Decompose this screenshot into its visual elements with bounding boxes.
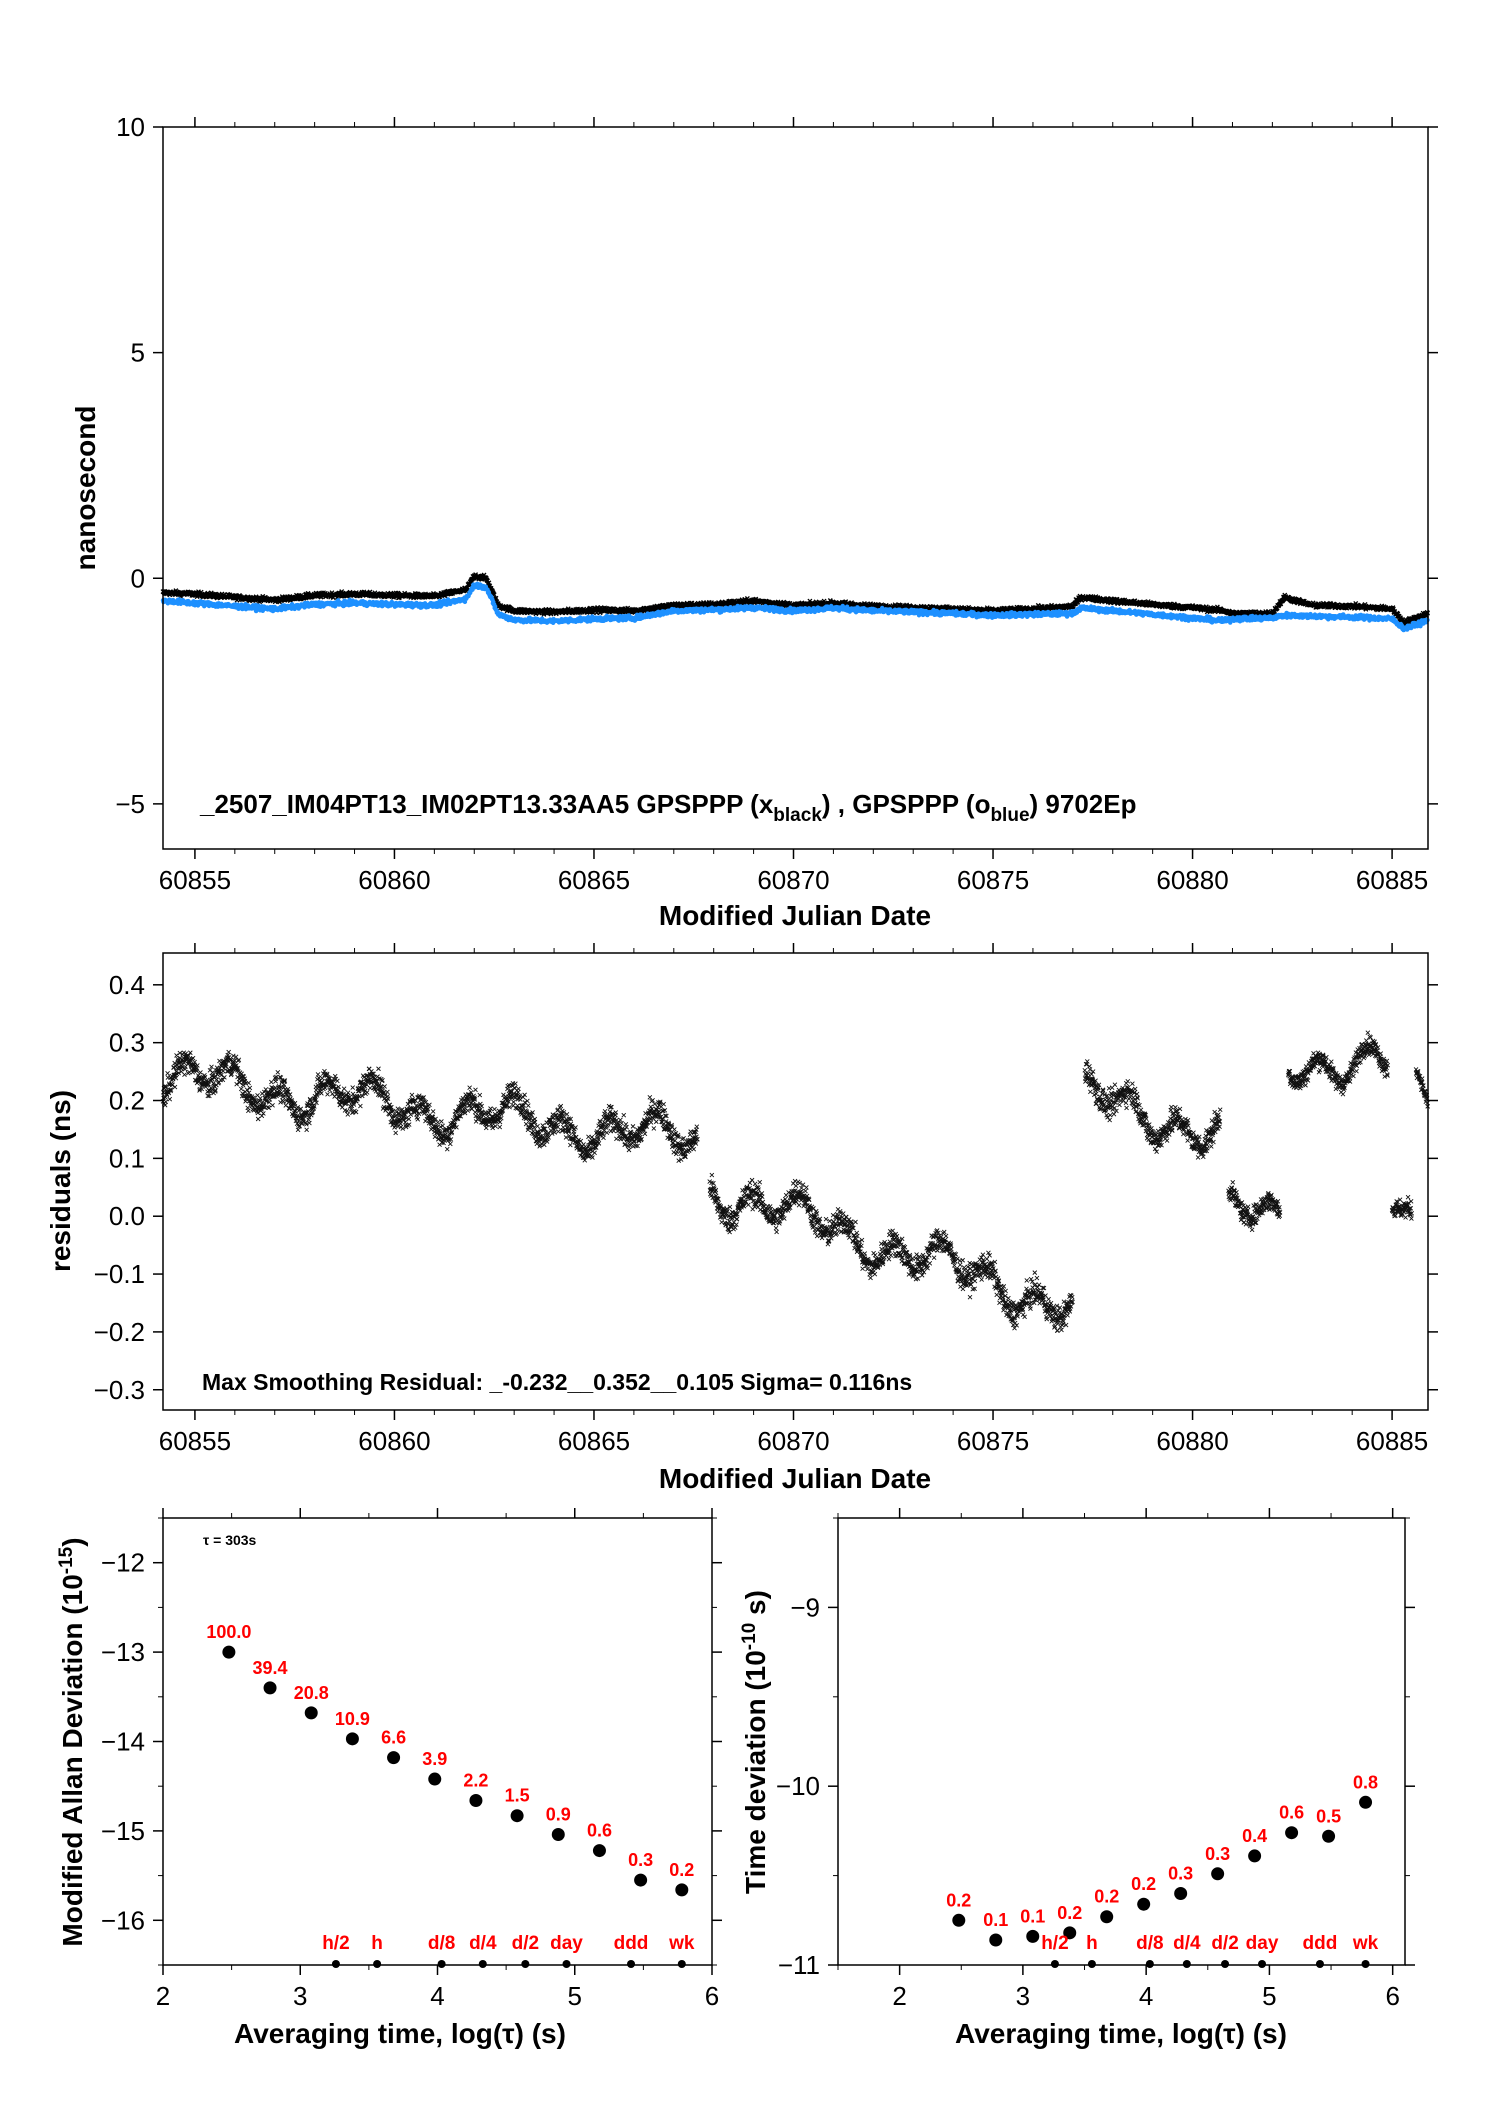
time-series-points xyxy=(160,572,1431,633)
time-series-panel: 60855 60860 60865 60870 60875 60880 60885−5051… xyxy=(70,112,1438,931)
